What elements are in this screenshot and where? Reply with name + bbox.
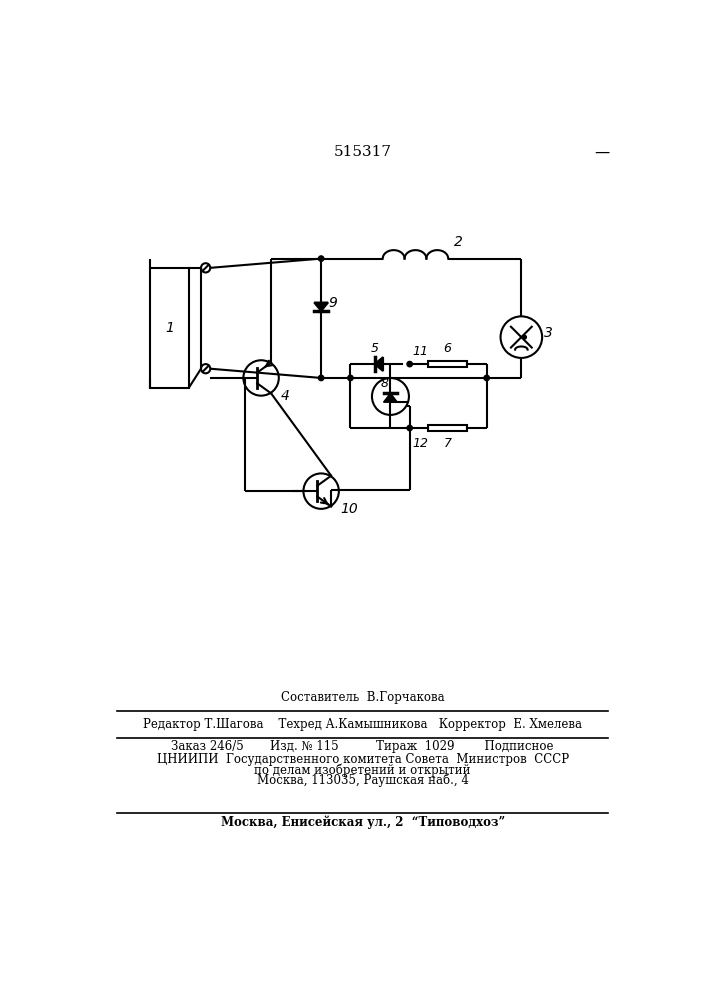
Circle shape	[522, 335, 526, 339]
Text: 2: 2	[455, 235, 463, 249]
Text: Редактор Т.Шагова    Техред А.Камышникова   Корректор  Е. Хмелева: Редактор Т.Шагова Техред А.Камышникова К…	[144, 718, 583, 731]
Polygon shape	[375, 357, 383, 371]
Text: 12: 12	[412, 437, 428, 450]
Polygon shape	[314, 303, 328, 311]
Bar	[428, 361, 467, 367]
Text: 3: 3	[544, 326, 554, 340]
Text: ЦНИИПИ  Государственного комитета Совета  Министров  СССР: ЦНИИПИ Государственного комитета Совета …	[157, 753, 569, 766]
Text: Москва, Енисейская ул., 2  “Типоводхоз”: Москва, Енисейская ул., 2 “Типоводхоз”	[221, 815, 505, 829]
Text: Москва, 113035, Раушская наб., 4: Москва, 113035, Раушская наб., 4	[257, 773, 469, 787]
Text: 8: 8	[380, 377, 388, 390]
Text: 11: 11	[412, 345, 428, 358]
Circle shape	[484, 375, 489, 381]
Text: 5: 5	[371, 342, 379, 355]
Bar	[428, 425, 467, 431]
Circle shape	[318, 375, 324, 381]
Text: 1: 1	[165, 321, 174, 335]
Text: 7: 7	[443, 437, 452, 450]
Text: 6: 6	[443, 342, 452, 355]
Circle shape	[407, 361, 412, 367]
Text: 9: 9	[329, 296, 338, 310]
Text: 4: 4	[281, 389, 289, 403]
Circle shape	[407, 425, 412, 431]
Text: Заказ 246/5       Изд. № 115          Тираж  1029        Подписное: Заказ 246/5 Изд. № 115 Тираж 1029 Подпис…	[172, 740, 554, 753]
Polygon shape	[383, 393, 397, 402]
Text: —: —	[595, 145, 610, 160]
Circle shape	[318, 256, 324, 261]
Text: Составитель  В.Горчакова: Составитель В.Горчакова	[281, 691, 445, 704]
Bar	[150, 268, 189, 388]
Text: по делам изобретений и открытий: по делам изобретений и открытий	[255, 763, 471, 777]
Text: 515317: 515317	[334, 145, 392, 159]
Text: 10: 10	[340, 502, 358, 516]
Circle shape	[348, 375, 353, 381]
